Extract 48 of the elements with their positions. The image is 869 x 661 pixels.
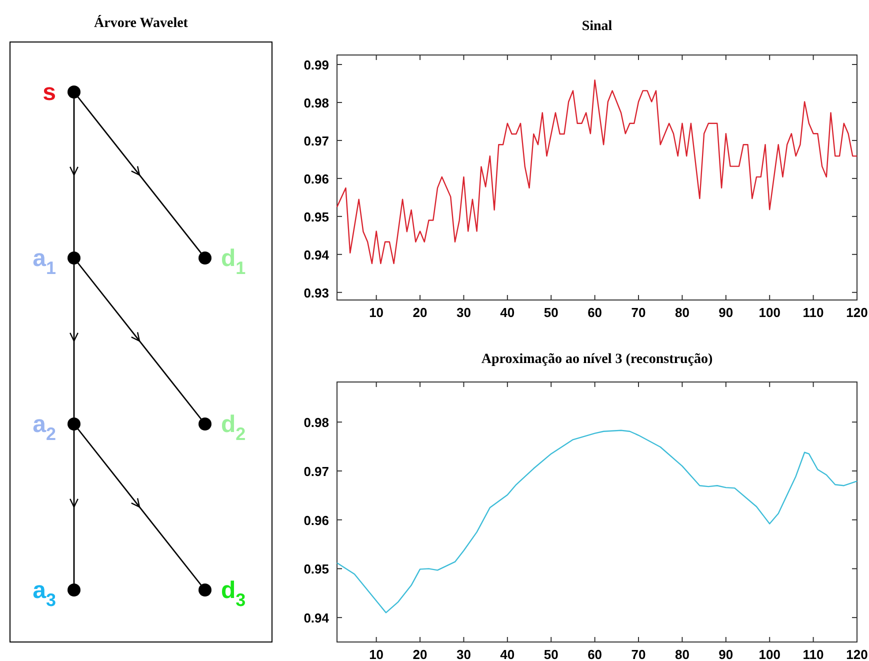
x-tick-label: 30 <box>456 647 471 661</box>
x-tick-label: 100 <box>758 647 780 661</box>
y-tick-label: 0.96 <box>304 171 329 186</box>
x-tick-label: 50 <box>544 305 558 320</box>
y-tick-label: 0.97 <box>304 464 329 479</box>
y-tick-label: 0.97 <box>304 133 329 148</box>
x-tick-label: 40 <box>500 305 515 320</box>
y-tick-label: 0.99 <box>304 57 329 72</box>
text: d$_{2}$ <box>221 411 246 444</box>
text: a$_{1}$ <box>32 245 56 278</box>
text: d$_{1}$ <box>221 245 246 278</box>
x-tick-label: 120 <box>846 647 868 661</box>
y-tick-label: 0.98 <box>304 415 329 430</box>
x-tick-label: 40 <box>500 647 515 661</box>
x-tick-label: 30 <box>456 305 471 320</box>
text: a$_{2}$ <box>32 411 56 444</box>
x-tick-label: 10 <box>369 647 384 661</box>
x-tick-label: 70 <box>631 647 646 661</box>
x-tick-label: 100 <box>758 305 780 320</box>
x-tick-label: 90 <box>718 305 734 320</box>
text: Árvore Wavelet <box>94 14 188 31</box>
y-tick-label: 0.93 <box>304 285 329 300</box>
y-tick-label: 0.94 <box>304 247 330 262</box>
text: a$_{3}$ <box>32 577 56 610</box>
y-tick-label: 0.94 <box>304 610 330 626</box>
line-series <box>336 430 858 614</box>
x-tick-label: 110 <box>802 305 824 320</box>
x-tick-label: 20 <box>412 305 428 320</box>
y-tick-label: 0.95 <box>304 209 329 224</box>
y-tick-label: 0.96 <box>304 512 329 528</box>
x-tick-label: 70 <box>631 305 646 320</box>
chart-title: Sinal <box>582 19 612 34</box>
x-tick-label: 110 <box>802 647 824 661</box>
x-tick-label: 10 <box>369 305 384 320</box>
text: d$_{3}$ <box>221 577 246 610</box>
x-tick-label: 20 <box>412 647 428 661</box>
text: s <box>42 79 56 106</box>
x-tick-label: 80 <box>674 647 690 661</box>
line-series <box>336 79 858 264</box>
x-tick-label: 50 <box>544 647 558 661</box>
x-tick-label: 80 <box>674 305 690 320</box>
y-tick-label: 0.95 <box>304 562 329 577</box>
y-tick-label: 0.98 <box>304 95 329 110</box>
x-tick-label: 60 <box>588 647 602 661</box>
x-tick-label: 90 <box>718 647 734 661</box>
chart-title: Aproximação ao nível 3 (reconstrução) <box>481 352 713 367</box>
x-tick-label: 60 <box>588 305 602 320</box>
x-tick-label: 120 <box>846 305 868 320</box>
